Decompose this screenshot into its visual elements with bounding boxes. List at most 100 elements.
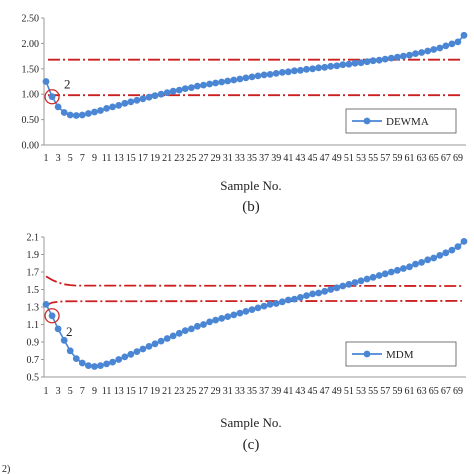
data-point — [387, 54, 395, 62]
data-point — [278, 69, 286, 76]
data-point — [303, 292, 310, 299]
y-tick-label: 0.50 — [22, 115, 40, 126]
x-tick-label: 1 — [44, 386, 49, 397]
chart-panel-c: Sample No. (c) 0.5 0.7 0.9 1.1 1.3 1.5 1.7 1.9 2… — [27, 233, 468, 453]
data-point — [254, 72, 262, 80]
data-point — [103, 105, 110, 112]
x-tick-label: 69 — [453, 153, 463, 164]
x-tick-label: 3 — [56, 386, 61, 397]
data-point — [169, 332, 177, 340]
data-point — [284, 68, 292, 76]
data-point — [78, 111, 86, 119]
x-tick-label: 47 — [320, 386, 330, 397]
y-tick-label: 1.9 — [27, 250, 40, 261]
data-point — [91, 363, 98, 370]
y-tick-label: 0.00 — [22, 141, 40, 152]
annotation-circle — [44, 308, 60, 324]
x-tick-label: 51 — [344, 153, 354, 164]
data-point — [163, 89, 171, 97]
data-point — [363, 58, 371, 66]
data-point — [230, 76, 238, 84]
data-point — [272, 300, 280, 307]
chart-panel-b: Sample No. (b) 0.00 0.50 1.00 1.50 2.00 2.50 1… — [22, 14, 468, 215]
data-point — [272, 70, 280, 77]
data-point — [78, 359, 86, 367]
data-point — [230, 311, 238, 319]
data-point — [212, 79, 220, 87]
data-point — [224, 77, 232, 85]
data-point — [327, 286, 335, 293]
data-point — [357, 59, 365, 67]
data-point — [260, 71, 268, 79]
x-tick-label: 59 — [392, 386, 402, 397]
data-point — [157, 90, 165, 98]
x-tick-label: 11 — [102, 153, 112, 164]
data-point — [181, 327, 189, 334]
lower-control-limit — [45, 300, 463, 307]
footer-fragment: 2) — [2, 464, 10, 474]
x-tick-label: 21 — [162, 386, 172, 397]
data-point — [369, 273, 377, 281]
data-point — [448, 40, 456, 48]
x-tick-label: 53 — [356, 153, 366, 164]
y-tick-label: 1.50 — [22, 64, 40, 75]
x-axis-label: Sample No. — [220, 415, 281, 430]
x-tick-label: 65 — [429, 153, 439, 164]
y-tick-label: 2.00 — [22, 39, 40, 50]
x-tick-label: 39 — [271, 153, 281, 164]
x-tick-label: 5 — [68, 153, 73, 164]
x-tick-label: 27 — [199, 153, 209, 164]
x-tick-label: 49 — [332, 153, 342, 164]
data-point — [60, 109, 68, 116]
data-point — [297, 66, 304, 74]
data-point — [454, 38, 462, 46]
x-tick-label: 19 — [150, 153, 160, 164]
data-point — [127, 98, 135, 106]
x-tick-label: 5 — [68, 386, 73, 397]
x-tick-label: 9 — [92, 153, 97, 164]
x-tick-label: 31 — [223, 153, 233, 164]
y-tick-label: 1.5 — [27, 285, 40, 296]
chart-caption: (c) — [243, 437, 260, 453]
data-point — [236, 309, 244, 317]
data-point — [460, 31, 468, 39]
data-point — [54, 325, 62, 333]
data-point — [91, 108, 98, 116]
data-point — [418, 49, 425, 56]
data-point — [381, 270, 389, 278]
data-point — [54, 103, 62, 111]
x-tick-label: 23 — [174, 386, 184, 397]
x-tick-label: 23 — [174, 153, 184, 164]
data-point — [48, 312, 56, 320]
data-point — [424, 256, 432, 264]
data-point — [339, 282, 347, 290]
x-tick-label: 69 — [453, 386, 463, 397]
y-tick-label: 2.1 — [27, 233, 40, 244]
data-point — [297, 294, 304, 301]
data-point — [387, 268, 395, 276]
data-point — [163, 335, 171, 342]
data-point — [406, 51, 413, 59]
x-tick-label: 33 — [235, 153, 245, 164]
data-point — [145, 93, 153, 101]
y-tick-label: 0.5 — [27, 373, 40, 384]
x-tick-label: 57 — [380, 153, 390, 164]
data-point — [42, 78, 50, 85]
x-tick-label: 25 — [186, 386, 196, 397]
x-tick-label: 33 — [235, 386, 245, 397]
x-tick-label: 57 — [380, 386, 390, 397]
y-tick-label: 1.1 — [27, 320, 40, 331]
data-point — [224, 313, 232, 320]
x-tick-label: 63 — [417, 153, 427, 164]
chart-caption: (b) — [242, 199, 260, 215]
data-point — [109, 358, 116, 366]
data-point — [333, 62, 341, 70]
data-point — [424, 47, 432, 55]
data-point — [436, 44, 444, 52]
data-point — [460, 238, 468, 245]
x-tick-label: 25 — [186, 153, 196, 164]
data-point — [139, 95, 147, 103]
data-point — [351, 59, 359, 67]
x-tick-label: 45 — [308, 153, 318, 164]
x-tick-label: 49 — [332, 386, 342, 397]
